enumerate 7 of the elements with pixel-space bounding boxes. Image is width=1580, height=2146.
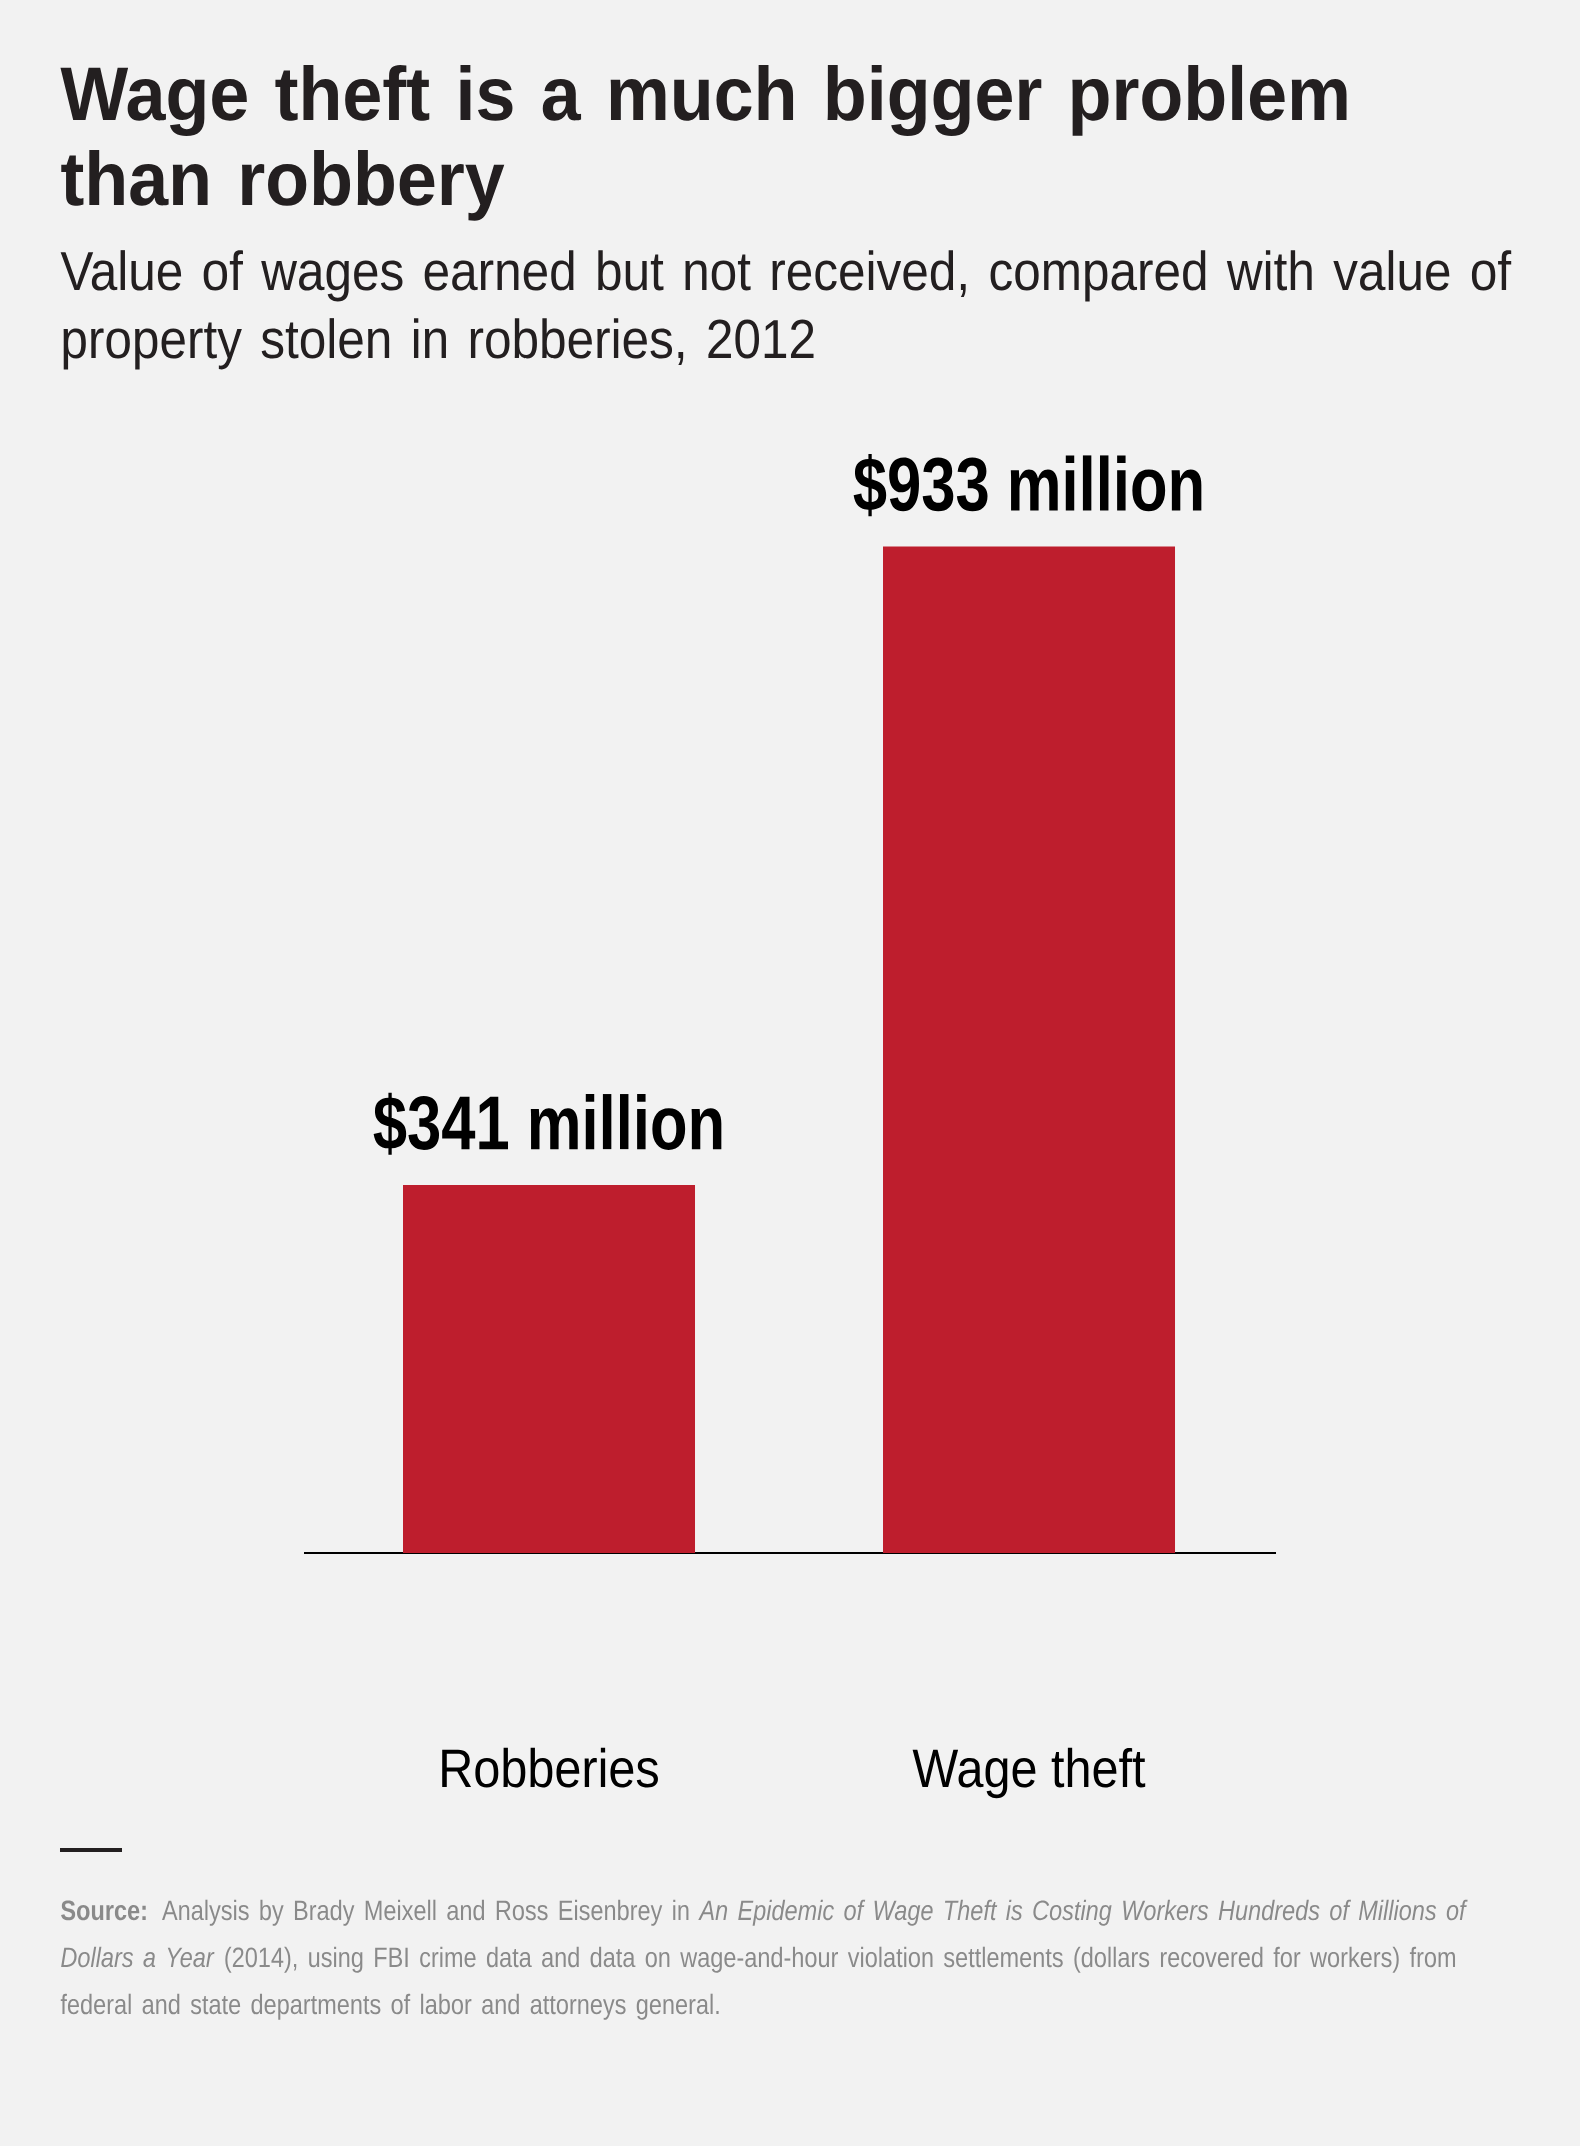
chart-title: Wage theft is a much bigger problem than robbery [60, 64, 1347, 221]
x-tick-label: Robberies [442, 1747, 658, 1788]
chart-subtitle: Value of wages earned but not received, compared with value of property stolen in robberies, 2012 [60, 250, 1512, 370]
x-tick-label: Wage theft [912, 1747, 1146, 1799]
data-label: $341 million [373, 1092, 722, 1155]
data-label: $933 million [853, 454, 1202, 517]
text: Source: Analysis by Brady Meixell and Ross Eisenbrey in An Epidemic of Wage Theft is Costing Workers Hundreds of Millions of Dollars a Year (2014), using FBI crime data and data on wage-and-hour violation settlements (dollars recovered for workers) from federal and state departments of labor and attorneys general. [60, 1899, 1468, 2020]
